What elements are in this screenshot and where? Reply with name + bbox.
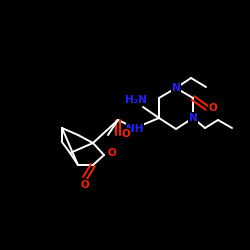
Text: O: O <box>208 103 218 113</box>
Text: O: O <box>80 180 90 190</box>
Text: N: N <box>172 83 180 93</box>
Text: NH: NH <box>126 124 144 134</box>
Text: O: O <box>108 148 116 158</box>
Text: O: O <box>122 129 130 139</box>
Text: N: N <box>189 113 198 123</box>
Text: H₂N: H₂N <box>125 95 147 105</box>
